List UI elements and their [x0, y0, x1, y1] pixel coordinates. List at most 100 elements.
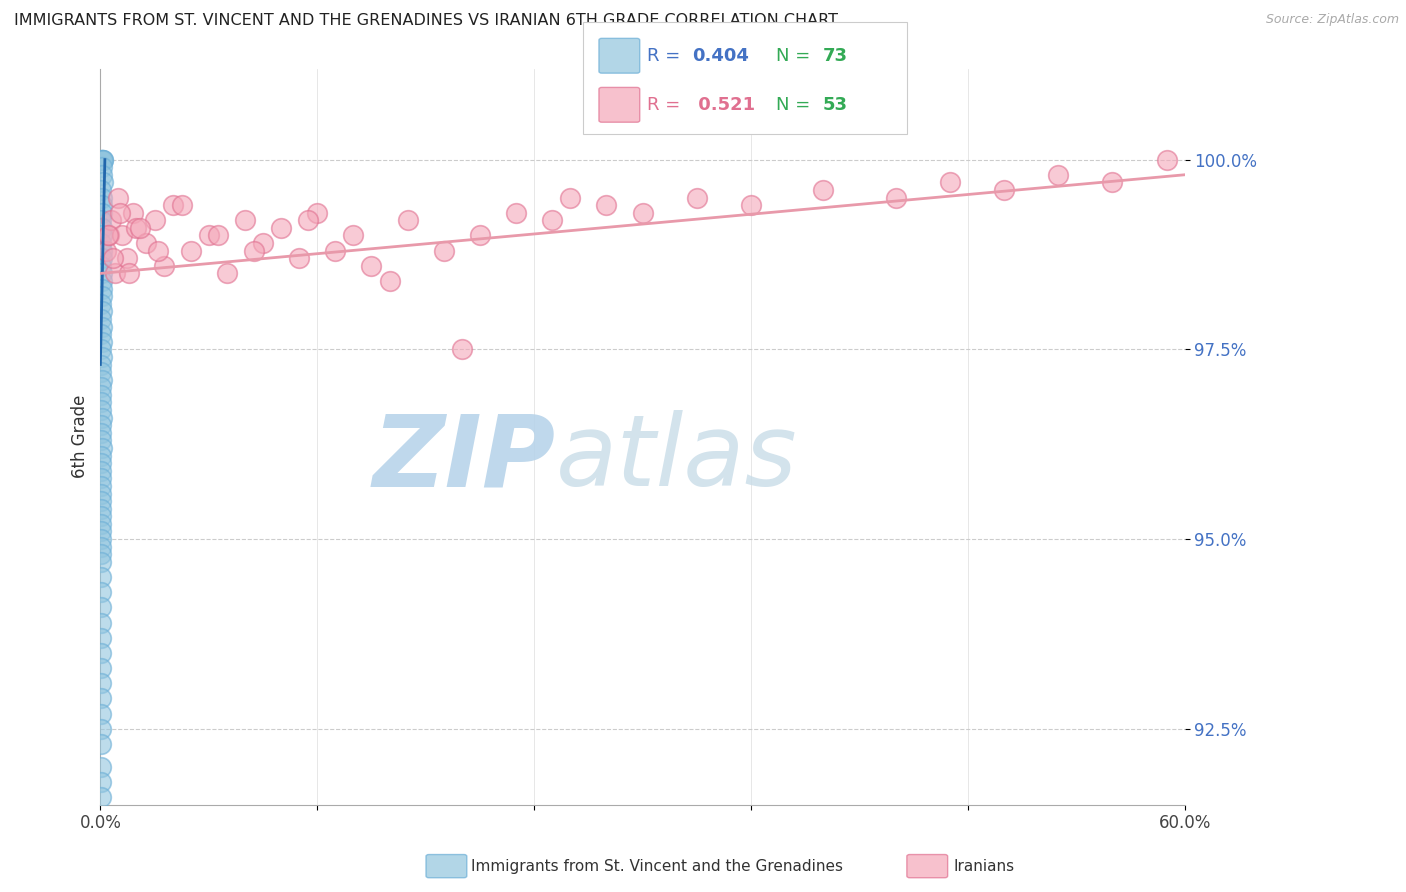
- Point: [90, 555, 112, 569]
- Point: [135, 236, 157, 251]
- Text: atlas: atlas: [555, 410, 797, 508]
- Point: [148, 244, 170, 258]
- Text: R =: R =: [647, 95, 686, 114]
- Point: [91, 252, 114, 266]
- Point: [90, 410, 112, 425]
- Text: Immigrants from St. Vincent and the Grenadines: Immigrants from St. Vincent and the Gren…: [471, 859, 844, 873]
- Point: [94, 244, 117, 258]
- Point: [111, 228, 134, 243]
- Text: N =: N =: [776, 46, 815, 65]
- Point: [252, 236, 274, 251]
- Point: [90, 479, 112, 493]
- Point: [215, 267, 238, 281]
- Point: [1047, 168, 1070, 182]
- Point: [107, 190, 129, 204]
- Point: [90, 425, 112, 440]
- Point: [91, 168, 114, 182]
- Point: [90, 350, 112, 364]
- Point: [90, 449, 112, 463]
- Point: [90, 198, 112, 212]
- Point: [90, 471, 112, 485]
- Text: N =: N =: [776, 95, 815, 114]
- Point: [90, 615, 112, 630]
- Point: [90, 540, 112, 554]
- Point: [197, 228, 219, 243]
- Point: [90, 600, 112, 615]
- Point: [91, 153, 114, 167]
- Point: [91, 205, 114, 219]
- Point: [90, 334, 112, 349]
- Point: [90, 532, 112, 546]
- Point: [939, 175, 962, 189]
- Point: [90, 304, 112, 318]
- Point: [104, 267, 127, 281]
- Point: [686, 190, 709, 204]
- Point: [323, 244, 346, 258]
- Point: [342, 228, 364, 243]
- Point: [243, 244, 266, 258]
- Point: [90, 327, 112, 342]
- Point: [90, 706, 112, 721]
- Point: [378, 274, 401, 288]
- Point: [90, 365, 112, 379]
- Point: [90, 434, 112, 448]
- Point: [98, 228, 121, 243]
- Point: [396, 213, 419, 227]
- Point: [993, 183, 1015, 197]
- Point: [101, 252, 124, 266]
- Point: [1156, 153, 1178, 167]
- Y-axis label: 6th Grade: 6th Grade: [72, 395, 89, 478]
- Point: [433, 244, 456, 258]
- Point: [90, 244, 112, 258]
- Point: [91, 153, 114, 167]
- Point: [450, 343, 472, 357]
- Point: [90, 403, 112, 417]
- Text: 73: 73: [823, 46, 848, 65]
- Point: [117, 252, 139, 266]
- Point: [90, 486, 112, 500]
- Point: [541, 213, 564, 227]
- Point: [90, 570, 112, 584]
- Point: [90, 494, 112, 508]
- Point: [91, 190, 114, 204]
- Point: [207, 228, 229, 243]
- Point: [91, 274, 114, 288]
- Point: [560, 190, 582, 204]
- Point: [100, 213, 122, 227]
- Point: [90, 373, 112, 387]
- Point: [90, 259, 112, 273]
- Point: [884, 190, 907, 204]
- Point: [90, 153, 112, 167]
- Point: [90, 790, 112, 805]
- Point: [90, 183, 112, 197]
- Point: [90, 297, 112, 311]
- Point: [91, 228, 114, 243]
- Text: R =: R =: [647, 46, 686, 65]
- Text: Iranians: Iranians: [953, 859, 1014, 873]
- Point: [595, 198, 617, 212]
- Point: [90, 213, 112, 227]
- Point: [90, 395, 112, 409]
- Point: [90, 456, 112, 470]
- Point: [90, 760, 112, 774]
- Point: [1101, 175, 1123, 189]
- Point: [125, 220, 148, 235]
- Point: [90, 267, 112, 281]
- Point: [143, 213, 166, 227]
- Point: [90, 585, 112, 599]
- Point: [122, 205, 145, 219]
- Point: [90, 631, 112, 645]
- Point: [91, 153, 114, 167]
- Point: [97, 228, 120, 243]
- Point: [90, 418, 112, 433]
- Point: [90, 282, 112, 296]
- Point: [288, 252, 311, 266]
- Point: [91, 289, 114, 303]
- Point: [270, 220, 292, 235]
- Point: [90, 737, 112, 751]
- Point: [90, 509, 112, 524]
- Point: [90, 220, 112, 235]
- Point: [90, 319, 112, 334]
- Point: [170, 198, 193, 212]
- Point: [90, 380, 112, 394]
